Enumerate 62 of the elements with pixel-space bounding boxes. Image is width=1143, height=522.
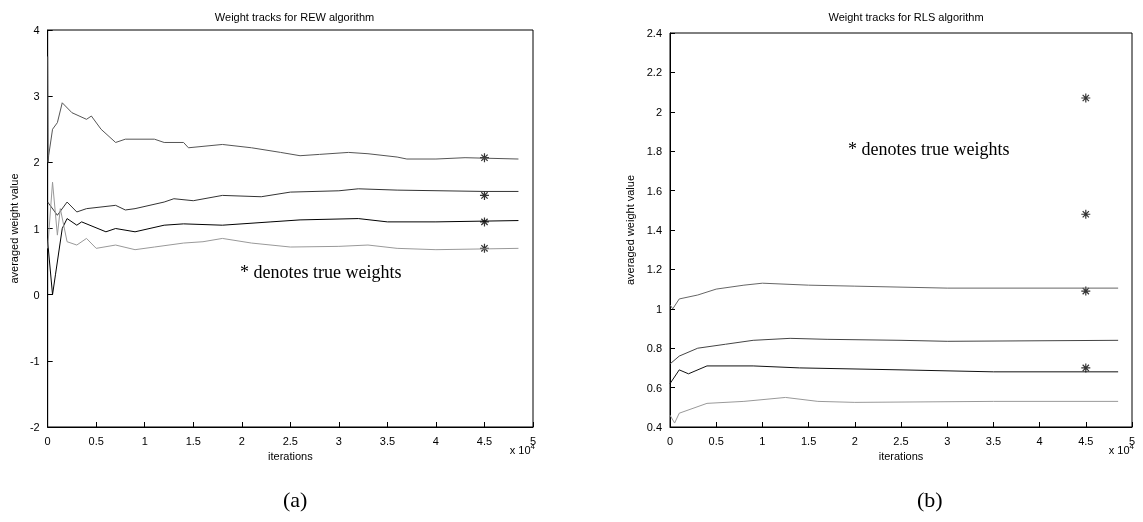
- y-tick-label: 0.8: [646, 342, 662, 355]
- y-tick-label: 2.4: [646, 27, 662, 39]
- y-tick-label: -1: [29, 354, 40, 367]
- x-tick-label: 2.5: [893, 434, 909, 447]
- y-tick-label: 1.2: [646, 263, 662, 276]
- x-axis-title: iterations: [878, 450, 924, 463]
- x-axis-title: iterations: [268, 450, 314, 463]
- x-tick-label: 0.5: [88, 434, 104, 447]
- y-tick-label: 1.6: [646, 184, 662, 197]
- y-tick-label: 0.4: [646, 421, 662, 433]
- y-tick-label: 1.4: [646, 224, 662, 236]
- x-tick-label: 4: [1036, 434, 1043, 447]
- y-tick-label: 2: [655, 105, 662, 118]
- x-tick-label: 1: [141, 434, 148, 447]
- x-tick-label: 4.5: [476, 434, 493, 447]
- x-tick-label: 2: [851, 434, 858, 447]
- y-tick-label: 0: [33, 288, 40, 301]
- y-tick-label: 3: [33, 90, 40, 103]
- y-tick-label: 1: [33, 222, 40, 235]
- chart-title: Weight tracks for REW algorithm: [214, 10, 375, 23]
- line-series: [47, 55, 519, 163]
- y-axis-title: averaged weight value: [7, 173, 20, 284]
- y-axis-title: averaged weight value: [624, 174, 637, 286]
- annotation: * denotes true weights: [848, 139, 1010, 159]
- y-tick-label: 2.2: [646, 66, 662, 79]
- x-tick-label: 4: [432, 434, 439, 447]
- x-tick-label: 4.5: [1078, 434, 1094, 447]
- line-series: [669, 282, 1119, 310]
- x-tick-label: 1: [759, 434, 766, 447]
- annotation: * denotes true weights: [240, 262, 402, 282]
- line-series: [47, 181, 519, 251]
- x-tick-label: 0: [44, 434, 51, 447]
- y-tick-label: 1: [655, 302, 662, 315]
- line-series: [669, 365, 1119, 385]
- x-tick-label: 2.5: [282, 434, 298, 447]
- point: [479, 190, 490, 201]
- y-tick-label: 1.8: [646, 145, 662, 158]
- line-series: [669, 396, 1119, 424]
- point: [479, 243, 490, 254]
- point: [1080, 92, 1091, 104]
- x-tick-label: 2: [238, 434, 245, 447]
- y-tick-label: 2: [33, 156, 40, 169]
- point: [479, 152, 490, 163]
- x-tick-label: 1.5: [800, 434, 817, 447]
- point: [1080, 362, 1091, 373]
- line-series: [669, 337, 1119, 365]
- x-tick-label: 3: [335, 434, 342, 447]
- x-tick-label: 3.5: [379, 434, 396, 447]
- text: (b): [917, 486, 943, 512]
- line-series: [47, 188, 519, 216]
- point: [479, 216, 490, 227]
- y-tick-label: 4: [33, 24, 40, 36]
- x-tick-label: 3.5: [985, 434, 1002, 447]
- chart-title: Weight tracks for RLS algorithm: [828, 10, 984, 23]
- y-tick-label: 0.6: [646, 381, 662, 394]
- x-tick-label: 0: [666, 434, 674, 447]
- x-tick-label: 3: [944, 434, 951, 447]
- x-tick-label: 1.5: [185, 434, 201, 447]
- text: (a): [283, 486, 308, 512]
- point: [1080, 209, 1091, 220]
- y-tick-label: -2: [29, 421, 40, 433]
- x-tick-label: 0.5: [708, 434, 724, 447]
